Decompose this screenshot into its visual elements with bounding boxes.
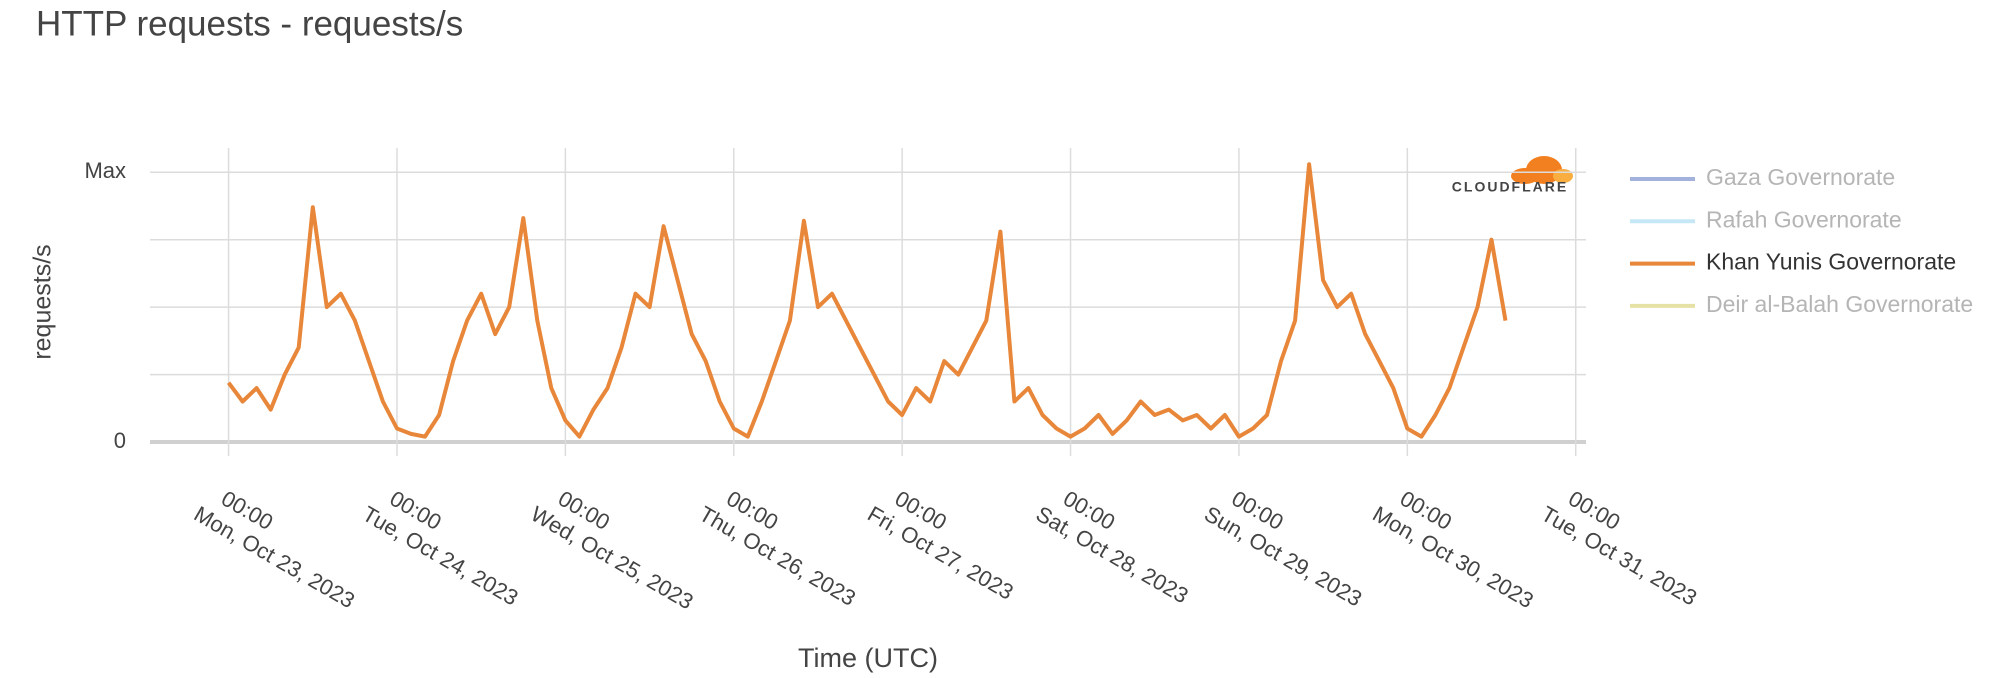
legend-label: Khan Yunis Governorate	[1706, 249, 1956, 275]
x-tick-label-line: Wed, Oct 25, 2023	[527, 501, 698, 614]
legend-label: Gaza Governorate	[1706, 164, 1895, 190]
y-tick-label: Max	[84, 158, 126, 183]
x-axis-title: Time (UTC)	[798, 643, 938, 673]
logo-text: CLOUDFLARE	[1452, 179, 1568, 195]
legend-label: Rafah Governorate	[1706, 206, 1902, 232]
y-tick-label: 0	[114, 428, 126, 453]
series-line	[226, 162, 1508, 439]
legend-label: Deir al-Balah Governorate	[1706, 291, 1973, 317]
y-axis-title: requests/s	[29, 244, 57, 359]
chart-title: HTTP requests - requests/s	[36, 4, 463, 43]
logo: CLOUDFLARE	[1452, 156, 1573, 195]
